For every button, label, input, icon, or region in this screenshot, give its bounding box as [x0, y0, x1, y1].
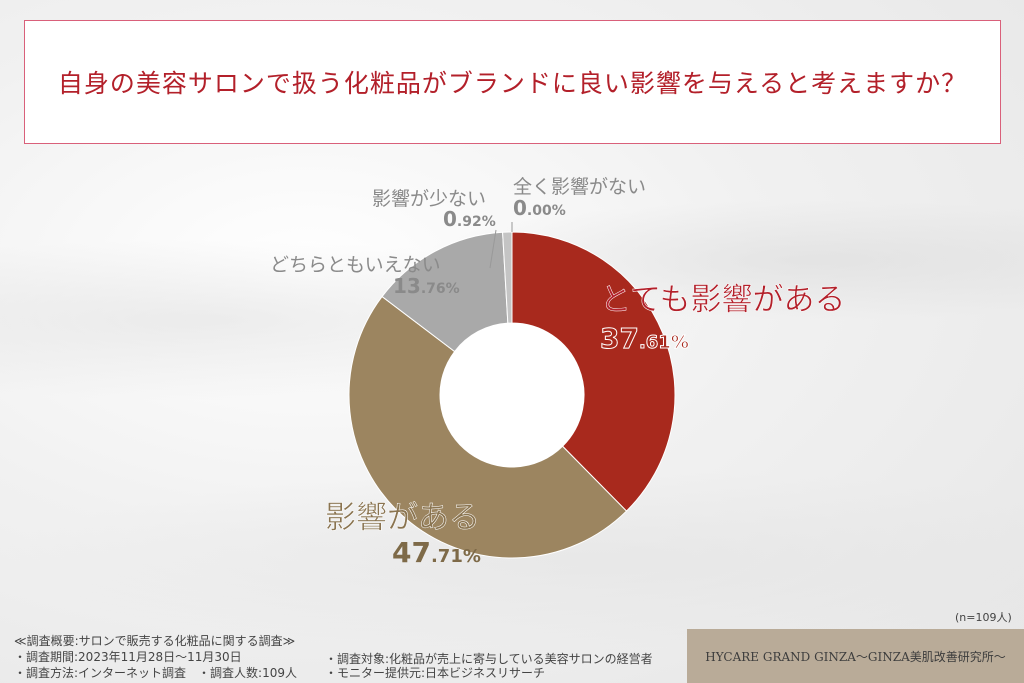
survey-summary: ≪調査概要:サロンで販売する化粧品に関する調査≫: [14, 634, 296, 648]
slice-value-influential: 47.71%: [392, 536, 481, 569]
survey-target: ・調査対象:化粧品が売上に寄与している美容サロンの経営者: [325, 652, 653, 666]
slice-value-no-influence: 0.00%: [513, 196, 566, 220]
slice-label-no-influence: 全く影響がない: [513, 176, 647, 198]
leader-line-0: [489, 229, 497, 269]
slice-label-little-influence: 影響が少ない: [372, 188, 487, 210]
donut-hole: [440, 323, 584, 467]
brand-banner: HYCARE GRAND GINZA～GINZA美肌改善研究所～: [687, 629, 1024, 683]
chart-title: 自身の美容サロンで扱う化粧品がブランドに良い影響を与えると考えますか？: [57, 69, 968, 98]
slice-value-very-influential: 37.61%: [600, 322, 690, 356]
slice-value-little-influence: 0.92%: [443, 207, 496, 231]
slice-label-very-influential: とても影響がある: [600, 282, 846, 319]
title-box: 自身の美容サロンで扱う化粧品がブランドに良い影響を与えると考えますか？: [24, 20, 1001, 144]
survey-period: ・調査期間:2023年11月28日～11月30日: [14, 650, 242, 664]
survey-method: ・調査方法:インターネット調査 ・調査人数:109人: [14, 666, 297, 680]
slice-value-neutral: 13.76%: [393, 274, 460, 298]
slice-label-influential: 影響がある: [325, 500, 481, 537]
monitor-provider: ・モニター提供元:日本ビジネスリサーチ: [325, 666, 546, 680]
slice-label-neutral: どちらともいえない: [270, 254, 441, 276]
brand-name: HYCARE GRAND GINZA～GINZA美肌改善研究所～: [705, 649, 1006, 664]
sample-size: (n=109人): [955, 611, 1012, 624]
